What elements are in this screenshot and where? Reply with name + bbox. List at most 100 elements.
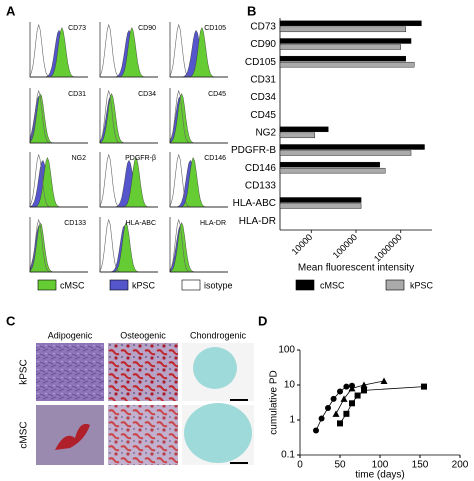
point [330, 395, 337, 402]
marker-label: HLA-ABC [126, 220, 156, 227]
row-label: cMSC [19, 421, 30, 448]
bar [279, 161, 380, 168]
legend-swatch [385, 279, 405, 291]
pellet [184, 403, 252, 463]
marker-label: HLA-DR [200, 220, 226, 227]
marker-label: PDGFR-β [125, 155, 156, 162]
x-tick-label: 200 [452, 460, 469, 471]
category-label: CD31 [250, 74, 276, 85]
x-tick-label: 10000 [290, 232, 315, 257]
point [325, 405, 331, 412]
point [332, 410, 340, 417]
y-tick-label: 100 [278, 345, 295, 356]
bar [279, 38, 412, 44]
category-label: CD34 [250, 92, 276, 103]
histogram-axes [29, 22, 88, 78]
category-label: PDGFR-B [231, 145, 276, 156]
x-tick-label: 0 [297, 460, 303, 471]
category-label: CD45 [250, 110, 276, 121]
axes [299, 350, 460, 456]
bar [279, 55, 407, 62]
x-axis-title: time (days) [355, 470, 404, 481]
category-label: CD73 [250, 21, 276, 32]
histogram-axes [29, 152, 88, 208]
column-header: Osteogenic [120, 330, 166, 340]
stain-image [36, 343, 104, 401]
histogram-axes [99, 152, 158, 208]
legend-swatch [37, 279, 57, 291]
y-axis-title: cumulative PD [269, 370, 280, 434]
point [340, 395, 348, 402]
bar [279, 150, 412, 156]
y-tick-label: 10 [284, 380, 296, 391]
row-label: kPSC [19, 359, 30, 385]
point [361, 387, 367, 394]
bar [279, 61, 415, 68]
histogram-axes [29, 217, 88, 273]
histogram-axes [99, 217, 158, 273]
point [349, 400, 355, 407]
point [343, 410, 350, 417]
marker-label: NG2 [72, 155, 87, 162]
histogram-cmsc [100, 221, 158, 273]
marker-label: CD45 [208, 91, 226, 98]
category-label: CD146 [245, 163, 277, 174]
category-label: NG2 [255, 127, 276, 138]
panel-label: B [247, 3, 256, 18]
histogram-axes [169, 152, 228, 208]
marker-label: CD73 [68, 25, 86, 32]
histogram-axes [169, 22, 228, 78]
bar [279, 144, 425, 150]
stain-image [108, 405, 178, 465]
point [380, 377, 388, 385]
histogram-axes [99, 88, 158, 144]
marker-label: CD133 [64, 220, 86, 227]
panel-label: C [6, 313, 16, 328]
histogram-axes [169, 88, 228, 144]
stain-image [108, 343, 178, 401]
category-label: HLA-DR [239, 216, 276, 227]
marker-label: CD90 [138, 25, 156, 32]
panel-label: D [258, 313, 267, 328]
bar [279, 203, 362, 209]
category-label: CD90 [250, 39, 276, 50]
bar [279, 20, 422, 27]
histogram-kpsc [29, 160, 88, 208]
x-tick-label: 100000 [331, 232, 359, 260]
bar [279, 44, 401, 50]
histogram-cmsc [170, 156, 228, 208]
category-label: CD133 [245, 180, 277, 191]
marker-label: CD34 [138, 91, 156, 98]
point [318, 415, 325, 422]
x-tick-label: 50 [334, 460, 346, 471]
bar [279, 167, 386, 174]
legend-label: kPSC [410, 280, 434, 290]
histogram-cmsc [29, 93, 88, 144]
bar [279, 26, 407, 33]
point [421, 383, 427, 390]
category-label: HLA-ABC [233, 198, 276, 209]
x-tick-label: 150 [412, 460, 429, 471]
legend-label: cMSC [320, 280, 345, 290]
legend-swatch [295, 279, 315, 291]
histogram-axes [99, 22, 158, 78]
column-header: Chondrogenic [190, 330, 247, 340]
bar [279, 126, 329, 133]
point [337, 388, 343, 395]
bar [279, 197, 362, 203]
bar [279, 132, 316, 139]
histogram-cmsc [29, 222, 88, 273]
column-header: Adipogenic [48, 330, 93, 340]
legend-label: kPSC [132, 280, 156, 290]
point [343, 383, 350, 390]
marker-label: CD31 [68, 91, 86, 98]
pellet [193, 347, 237, 389]
x-tick-label: 1000000 [372, 232, 404, 264]
legend-swatch [109, 279, 129, 291]
histogram-axes [169, 217, 228, 273]
series-line [315, 385, 353, 431]
y-tick-label: 0.1 [281, 450, 295, 461]
panel-label: A [6, 3, 16, 18]
legend-label: cMSC [60, 280, 85, 290]
